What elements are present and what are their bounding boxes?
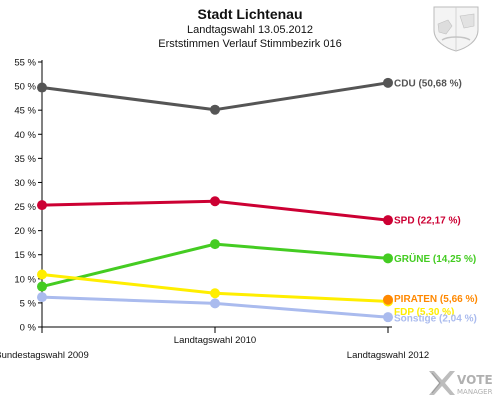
data-point-spd	[37, 200, 47, 211]
data-point-spd	[210, 196, 220, 207]
logo-word-manager: MANAGER	[457, 388, 493, 396]
chart-subtitle: Landtagswahl 13.05.2012	[187, 24, 313, 36]
chart-title-block: Stadt Lichtenau Landtagswahl 13.05.2012 …	[0, 6, 500, 51]
series-end-label-piraten: PIRATEN (5,66 %)	[394, 294, 478, 305]
chart-subtitle-2: Erststimmen Verlauf Stimmbezirk 016	[158, 38, 342, 50]
y-tick-label: 30 %	[14, 178, 36, 189]
data-point-grne	[383, 253, 393, 264]
series-end-label-cdu: CDU (50,68 %)	[394, 78, 462, 89]
data-point-sonstige	[37, 292, 47, 303]
data-point-grne	[37, 281, 47, 292]
chart-title: Stadt Lichtenau	[197, 6, 303, 22]
y-tick-label: 45 %	[14, 106, 36, 117]
coat-of-arms-icon	[433, 6, 479, 52]
data-point-sonstige	[383, 312, 393, 323]
data-point-cdu	[210, 104, 220, 115]
y-tick-label: 40 %	[14, 130, 36, 141]
data-point-fdp	[210, 288, 220, 299]
series-end-label-fdp: FDP (5,30 %)	[394, 307, 454, 318]
y-tick-label: 10 %	[14, 274, 36, 285]
y-tick-label: 35 %	[14, 154, 36, 165]
series-end-label-spd: SPD (22,17 %)	[394, 216, 461, 227]
data-point-grne	[210, 239, 220, 250]
y-tick-label: 55 %	[14, 58, 36, 69]
vote-manager-logo: VOTE MANAGER	[429, 371, 493, 396]
data-point-cdu	[383, 77, 393, 88]
y-tick-label: 15 %	[14, 250, 36, 261]
x-mark-icon	[429, 371, 455, 395]
y-tick-label: 50 %	[14, 82, 36, 93]
data-point-sonstige	[210, 298, 220, 309]
series-end-label-grne: GRÜNE (14,25 %)	[394, 252, 476, 265]
data-point-cdu	[37, 82, 47, 93]
y-tick-label: 0 %	[20, 323, 37, 334]
y-tick-label: 5 %	[20, 298, 37, 309]
data-point-fdp	[37, 269, 47, 280]
logo-word-vote: VOTE	[457, 373, 493, 387]
series-end-label-sonstige: Sonstige (2,04 %)	[394, 314, 477, 325]
y-tick-label: 20 %	[14, 226, 36, 237]
data-point-spd	[383, 215, 393, 226]
x-tick-label: Bundestagswahl 2009	[0, 350, 89, 361]
x-tick-label: Landtagswahl 2012	[347, 350, 429, 361]
x-tick-label: Landtagswahl 2010	[174, 335, 256, 346]
data-point-piraten	[383, 294, 393, 305]
y-tick-label: 25 %	[14, 202, 36, 213]
